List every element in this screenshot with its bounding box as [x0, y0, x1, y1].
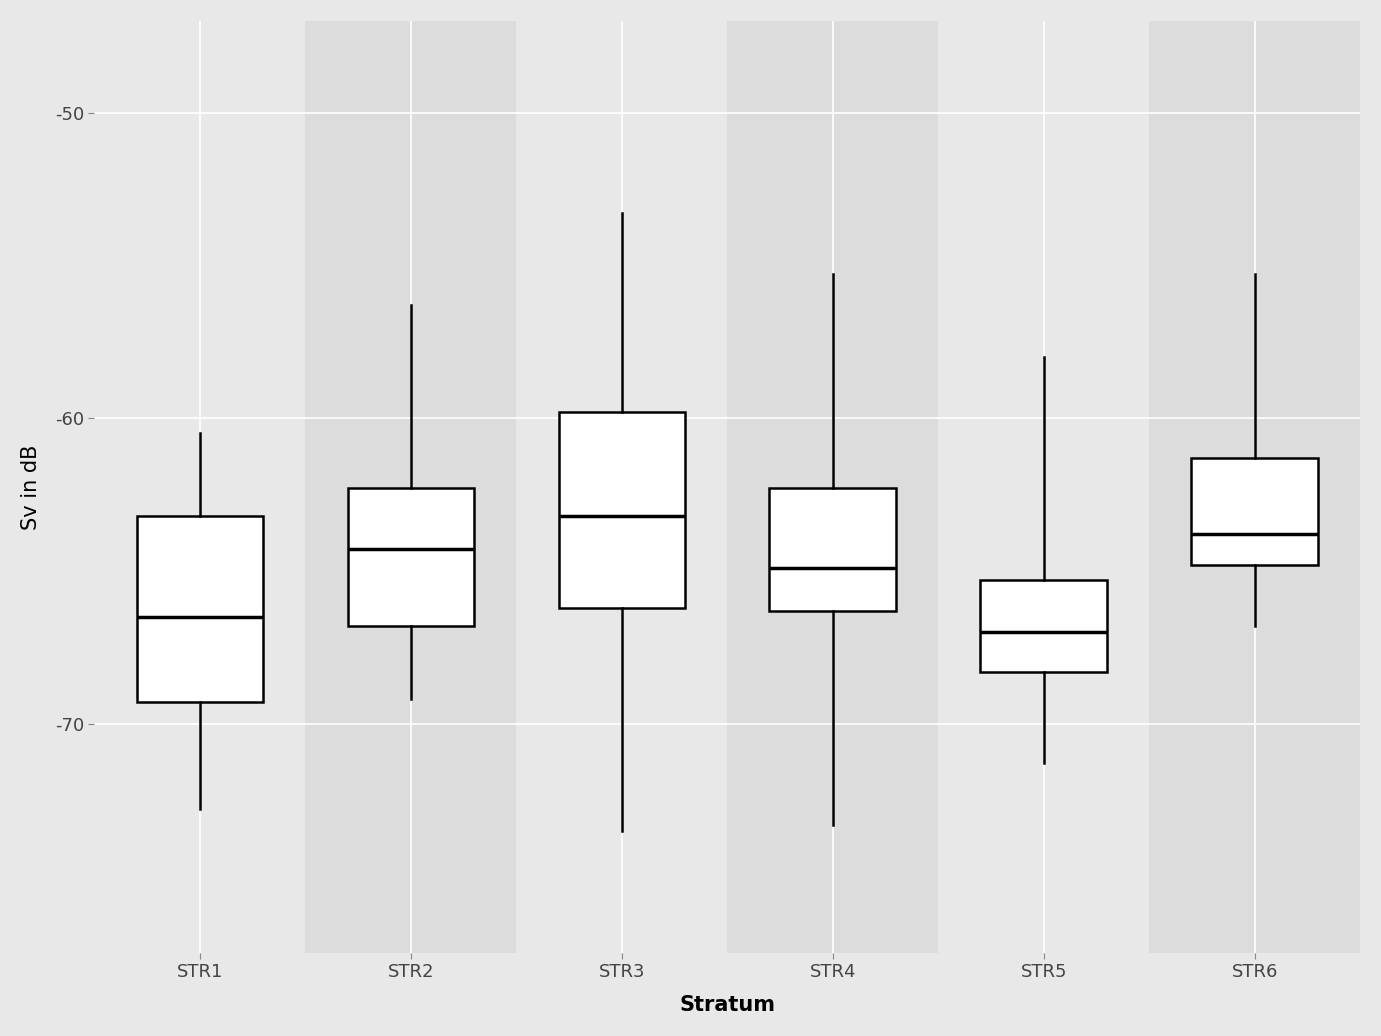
- X-axis label: Stratum: Stratum: [679, 996, 775, 1015]
- Bar: [728, 21, 938, 953]
- Bar: [516, 21, 728, 953]
- PathPatch shape: [137, 516, 264, 702]
- PathPatch shape: [981, 580, 1108, 671]
- PathPatch shape: [558, 412, 685, 607]
- PathPatch shape: [348, 488, 474, 626]
- PathPatch shape: [769, 488, 896, 610]
- PathPatch shape: [1192, 458, 1317, 565]
- Bar: [94, 21, 305, 953]
- Y-axis label: Sv in dB: Sv in dB: [21, 444, 41, 529]
- Bar: [1149, 21, 1360, 953]
- Bar: [938, 21, 1149, 953]
- Bar: [305, 21, 516, 953]
